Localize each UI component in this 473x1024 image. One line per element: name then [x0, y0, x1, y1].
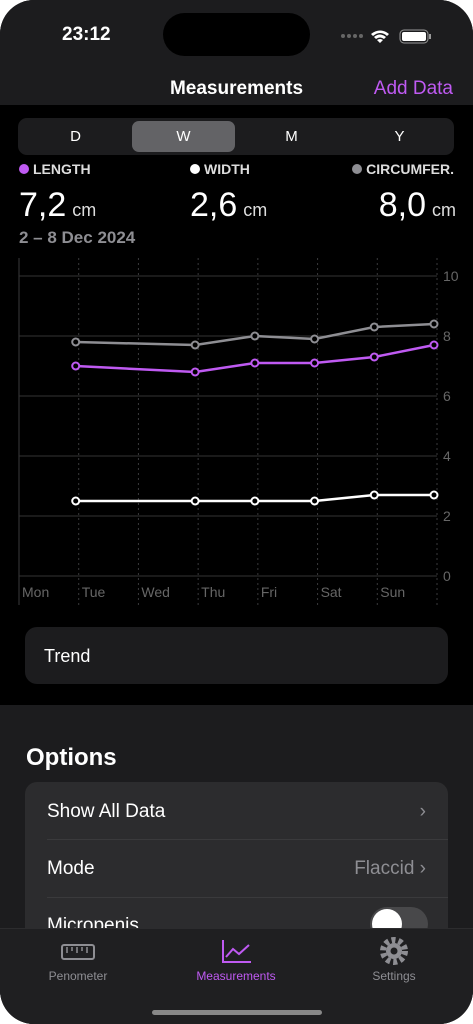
- segment[interactable]: M: [285, 128, 298, 145]
- nav-title: Measurements: [169, 78, 304, 99]
- chart: Mon Tue Wed Thu Fri Sat Sun 0 2 4 6 8 10: [18, 258, 459, 605]
- point: [310, 358, 320, 368]
- point: [369, 352, 379, 362]
- summary-value: 8,0 cm: [379, 186, 456, 225]
- value: 2,6: [190, 186, 238, 224]
- row-value: Flaccid ›: [354, 858, 426, 879]
- tab-label[interactable]: Settings: [372, 969, 416, 983]
- mode-value: Flaccid: [354, 858, 415, 879]
- legend-item: WIDTH: [190, 161, 250, 177]
- point: [71, 496, 81, 506]
- legend-label: CIRCUMFER.: [366, 161, 454, 177]
- tab-bar: Penometer Measurements Settings: [0, 928, 473, 1024]
- chevron: ›: [419, 801, 426, 822]
- point: [190, 340, 200, 350]
- unit: cm: [243, 200, 268, 220]
- segment[interactable]: Y: [394, 128, 405, 145]
- dynamic-island: [163, 13, 310, 56]
- point: [250, 331, 260, 341]
- unit: cm: [432, 200, 456, 220]
- y-tick-label: 6: [443, 388, 451, 404]
- x-tick-label: Mon: [22, 584, 49, 600]
- point: [429, 340, 439, 350]
- point: [429, 319, 439, 329]
- legend-label: WIDTH: [204, 161, 250, 177]
- add-data-button[interactable]: Add Data: [373, 78, 453, 99]
- legend-dot: [190, 164, 200, 174]
- tab-icon: [61, 944, 95, 960]
- row-label[interactable]: Mode: [47, 858, 95, 879]
- tab-icon: [380, 937, 408, 965]
- x-tick-label: Thu: [201, 584, 225, 600]
- date-range: 2 – 8 Dec 2024: [19, 228, 136, 247]
- point: [190, 367, 200, 377]
- y-tick-label: 10: [443, 268, 459, 284]
- segment[interactable]: D: [70, 128, 81, 145]
- legend-item: LENGTH: [19, 161, 91, 177]
- legend-dot: [19, 164, 29, 174]
- point: [369, 322, 379, 332]
- y-tick-label: 2: [443, 508, 451, 524]
- clock: 23:12: [62, 24, 111, 45]
- x-tick-label: Sat: [321, 584, 342, 600]
- tab-icon: [222, 940, 251, 963]
- separator: [47, 839, 448, 840]
- point: [310, 334, 320, 344]
- x-tick-label: Sun: [380, 584, 405, 600]
- x-tick-label: Wed: [141, 584, 170, 600]
- home-indicator: [152, 1010, 322, 1015]
- status-icons: [341, 29, 431, 44]
- y-tick-label: 4: [443, 448, 451, 464]
- trend-card[interactable]: Trend: [25, 627, 448, 684]
- point: [369, 490, 379, 500]
- value: 7,2: [19, 186, 67, 224]
- y-tick-label: 8: [443, 328, 451, 344]
- summary-value: 7,2 cm: [19, 186, 96, 225]
- point: [250, 358, 260, 368]
- series-line: [75, 322, 435, 347]
- segment[interactable]: W: [132, 121, 235, 152]
- point: [250, 496, 260, 506]
- value: 8,0: [378, 186, 426, 224]
- x-tick-label: Fri: [261, 584, 277, 600]
- x-tick-label: Tue: [82, 584, 106, 600]
- series-line: [75, 343, 435, 374]
- series-line: [75, 493, 434, 503]
- point: [310, 496, 320, 506]
- separator: [47, 897, 448, 898]
- tab-label[interactable]: Measurements: [196, 969, 276, 983]
- point: [429, 490, 439, 500]
- tab-label[interactable]: Penometer: [48, 969, 108, 983]
- point: [190, 496, 200, 506]
- legend-label: LENGTH: [33, 161, 91, 177]
- legend-item: CIRCUMFER.: [352, 161, 454, 177]
- unit: cm: [72, 200, 97, 220]
- point: [71, 361, 81, 371]
- options-title: Options: [26, 744, 117, 771]
- point: [71, 337, 81, 347]
- legend-dot: [352, 164, 363, 174]
- summary-value: 2,6 cm: [190, 186, 267, 225]
- y-tick-label: 0: [443, 568, 451, 584]
- row-label[interactable]: Show All Data: [47, 801, 166, 822]
- trend-label: Trend: [44, 646, 91, 666]
